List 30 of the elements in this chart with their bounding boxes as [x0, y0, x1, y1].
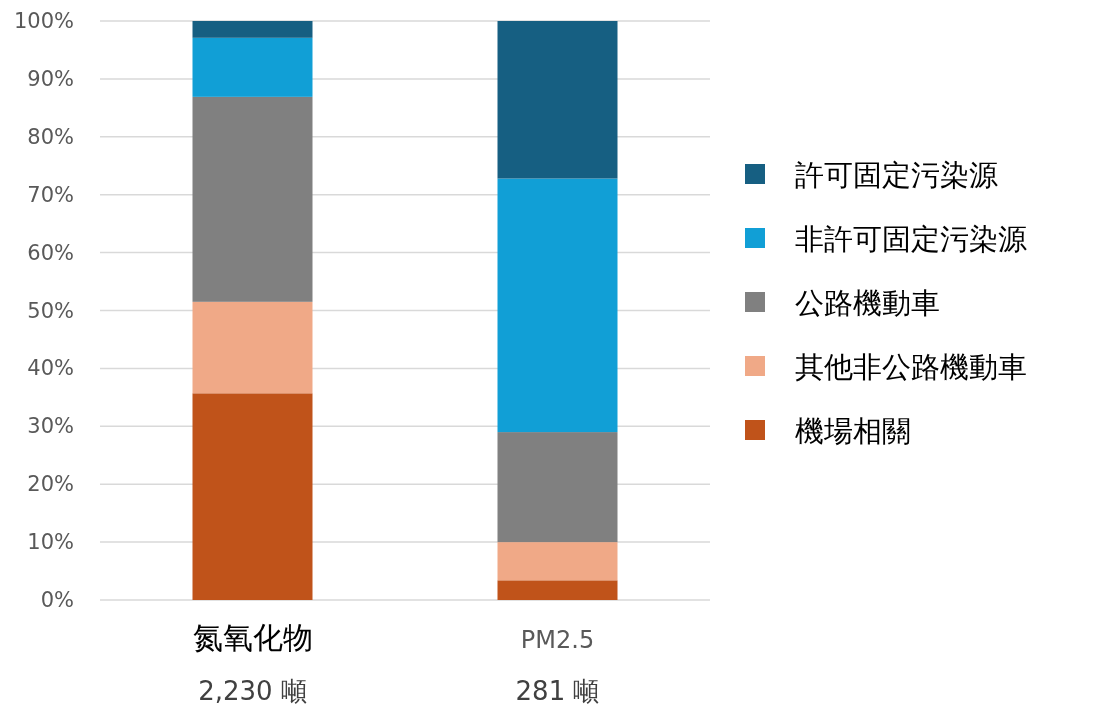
y-tick-label: 0%	[40, 588, 74, 612]
y-tick-label: 70%	[27, 182, 74, 207]
y-tick-label: 30%	[27, 414, 74, 439]
y-tick-label: 90%	[27, 66, 74, 91]
legend-label: 其他非公路機動車	[795, 350, 1027, 384]
legend-label: 機場相關	[795, 414, 911, 448]
text: 281 噸	[515, 676, 600, 706]
y-tick-label: 100%	[13, 9, 74, 33]
y-tick-label: 10%	[27, 530, 74, 555]
legend-label: 公路機動車	[795, 286, 940, 320]
bar	[192, 37, 313, 97]
bar	[192, 301, 313, 394]
bar	[497, 542, 618, 581]
y-tick-label: 80%	[27, 124, 74, 149]
bar	[192, 393, 313, 600]
bar	[192, 96, 313, 302]
bar	[497, 178, 618, 433]
y-tick-label: 50%	[27, 298, 74, 323]
legend-label: 非許可固定污染源	[795, 222, 1027, 256]
x-tick-label: PM2.5	[520, 626, 595, 654]
x-tick-label: 氮氧化物	[192, 620, 313, 655]
y-tick-label: 20%	[27, 472, 74, 497]
text: 2,230 噸	[198, 676, 307, 706]
bar	[497, 580, 618, 600]
bar	[497, 432, 618, 543]
legend-label: 許可固定污染源	[795, 158, 998, 192]
bar	[497, 21, 618, 179]
bar	[192, 21, 313, 38]
y-tick-label: 40%	[27, 356, 74, 381]
y-tick-label: 60%	[27, 240, 74, 265]
